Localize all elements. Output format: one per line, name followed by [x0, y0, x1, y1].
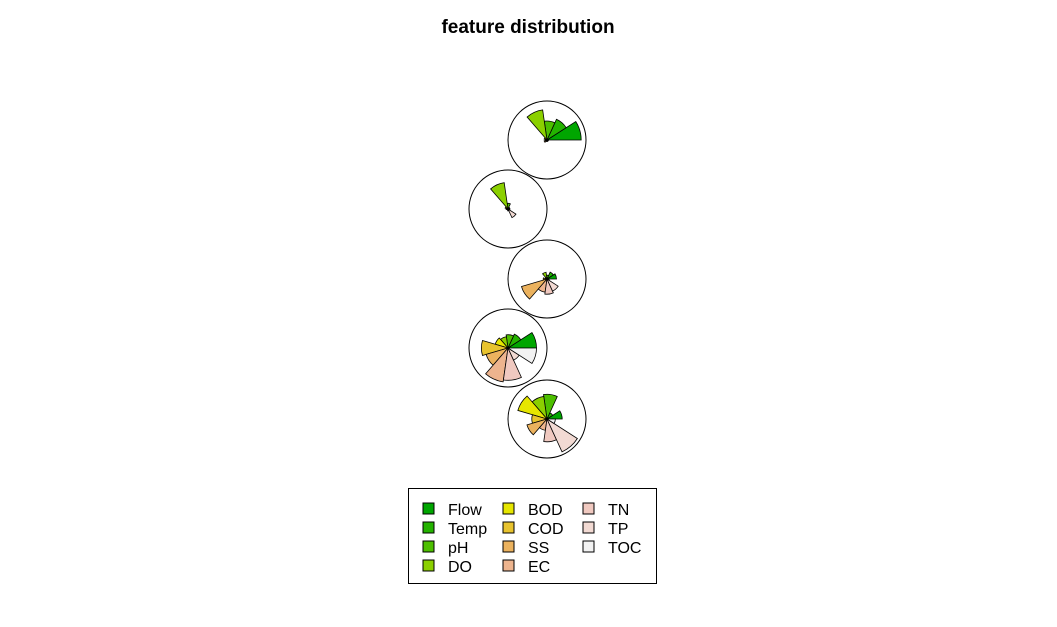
- segment-tp: [507, 207, 517, 219]
- star-outline: [507, 100, 587, 180]
- legend-swatch: [422, 540, 435, 553]
- segment-ss: [520, 278, 549, 300]
- legend-swatch: [582, 540, 595, 553]
- legend-label: BOD: [528, 502, 563, 519]
- segment-bod: [517, 395, 549, 420]
- chart-title: feature distribution: [441, 17, 614, 38]
- segment-toc: [506, 208, 511, 211]
- segment-cod: [481, 340, 510, 356]
- stars-layer: [468, 100, 587, 459]
- legend-swatch: [422, 559, 435, 572]
- segment-toc: [545, 139, 549, 142]
- legend-label: pH: [448, 540, 468, 557]
- legend-label: EC: [528, 559, 550, 576]
- segment-toc: [545, 418, 556, 425]
- star-5: [507, 379, 587, 459]
- legend-label: SS: [528, 540, 549, 557]
- star-2: [468, 169, 548, 249]
- legend-swatch: [502, 540, 515, 553]
- segment-tn: [544, 277, 554, 295]
- segment-ph: [543, 393, 558, 421]
- segment-do: [526, 109, 548, 142]
- legend-label: TN: [608, 502, 629, 519]
- legend-label: COD: [528, 521, 564, 538]
- segment-tp: [546, 417, 578, 453]
- legend-box: [408, 488, 657, 584]
- segment-toc: [545, 278, 550, 281]
- segment-ph: [505, 334, 515, 350]
- segment-temp: [546, 271, 554, 281]
- legend-swatch: [422, 521, 435, 534]
- legend-label: Flow: [448, 502, 482, 519]
- legend: Flow Temp pH DO BOD COD SS EC TN TP TOC: [408, 488, 657, 584]
- legend-swatch: [422, 502, 435, 515]
- legend-swatch: [502, 521, 515, 534]
- segment-ec: [485, 346, 509, 383]
- segment-flow: [545, 120, 582, 141]
- legend-swatch: [582, 502, 595, 515]
- star-3: [507, 239, 587, 319]
- legend-label: TP: [608, 521, 628, 538]
- segment-do: [490, 182, 509, 211]
- legend-label: Temp: [448, 521, 487, 538]
- star-4: [468, 308, 548, 388]
- star-outline: [468, 308, 548, 388]
- legend-swatch: [502, 559, 515, 572]
- segment-tn: [502, 346, 522, 381]
- segment-ss: [526, 418, 549, 436]
- legend-label: DO: [448, 559, 472, 576]
- segment-temp: [507, 333, 522, 350]
- legend-swatch: [582, 521, 595, 534]
- star-outline: [507, 239, 587, 319]
- segment-toc: [506, 347, 537, 364]
- star-outline: [507, 379, 587, 459]
- star-outline: [468, 169, 548, 249]
- star-1: [507, 100, 587, 180]
- segment-tp: [546, 277, 559, 292]
- legend-swatch: [502, 502, 515, 515]
- legend-label: TOC: [608, 540, 641, 557]
- segment-temp: [546, 118, 567, 142]
